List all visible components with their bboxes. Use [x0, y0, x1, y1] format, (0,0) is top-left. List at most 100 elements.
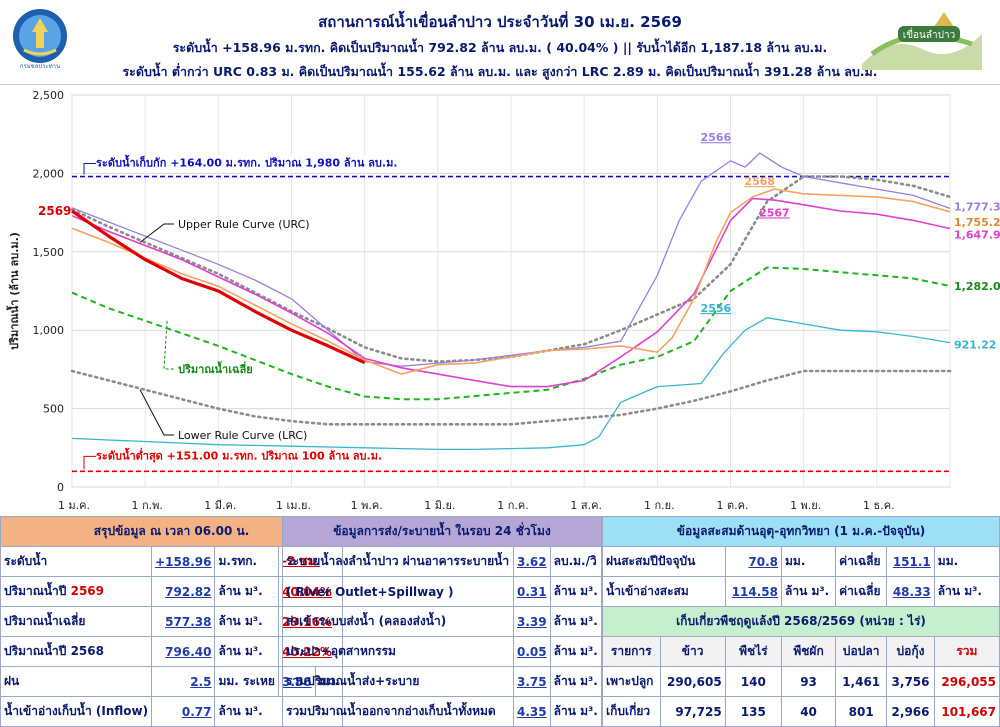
row-label: น้ำเข้าอ่างเก็บน้ำ (Inflow): [0, 696, 153, 727]
table-row: เก็บเกี่ยว 97,725 135 40 801 2,966 101,6…: [602, 696, 1000, 727]
svg-text:กรมชลประทาน: กรมชลประทาน: [20, 63, 60, 70]
row-unit: ล้าน ม³.: [549, 666, 603, 697]
rain-value[interactable]: 70.8: [724, 546, 783, 577]
row-value[interactable]: 3.39: [512, 606, 551, 637]
column-header: พืชไร่: [724, 636, 783, 667]
hydro-table: ข้อมูลสะสมด้านอุตุ-อุทกวิทยา (1 ม.ค.-ปัจ…: [602, 516, 1000, 727]
rain-avg-unit: มม.: [933, 546, 1000, 577]
table-cell: 3,756: [886, 666, 935, 697]
row-value[interactable]: 0.31: [512, 576, 551, 607]
x-tick-label: 1 ก.พ.: [131, 499, 162, 512]
row-label: ปริมาณน้ำเฉลี่ย: [0, 606, 153, 637]
table-row: ระบายน้ำลงลำน้ำปาว ผ่านอาคารระบายน้ำ 3.6…: [282, 546, 603, 577]
column-header: บ่อปลา: [835, 636, 888, 667]
ref-label-bg: [92, 155, 412, 171]
row-unit: ล้าน ม³.: [549, 606, 603, 637]
table-row: เพาะปลูก 290,605 140 93 1,461 3,756 296,…: [602, 666, 1000, 697]
row-label: เก็บเกี่ยว: [602, 696, 661, 727]
row-label: ระบายน้ำลงลำน้ำปาว ผ่านอาคารระบายน้ำ: [282, 546, 514, 577]
row-value[interactable]: 2.5: [151, 666, 216, 697]
x-tick-labels: 1 ม.ค. 1 ก.พ. 1 มี.ค. 1 เม.ย. 1 พ.ค. 1 มิ.ย. 1…: [58, 499, 895, 512]
reference-lines: ระดับน้ำเก็บกัก +164.00 ม.รทก. ปริมาณ 1,…: [72, 155, 950, 473]
row-value[interactable]: 792.82: [151, 576, 216, 607]
row-label: ระดับน้ำ: [0, 546, 153, 577]
rain-avg-value[interactable]: 151.1: [886, 546, 935, 577]
x-tick-label: 1 ก.ค.: [497, 499, 529, 512]
series-end-label: 1,755.20: [954, 216, 1000, 229]
row-value[interactable]: 796.40: [151, 636, 216, 667]
column-header: รายการ: [602, 636, 661, 667]
row-unit: ลบ.ม./วิ: [549, 546, 603, 577]
column-header: ข้าว: [659, 636, 726, 667]
row-value[interactable]: 0.77: [151, 696, 216, 727]
row-unit: ล้าน ม³.: [549, 696, 603, 727]
row-value[interactable]: 0.05: [512, 636, 551, 667]
page-title: สถานการณ์น้ำเขื่อนลำปาว ประจำวันที่ 30 เ…: [318, 13, 682, 31]
x-tick-label: 1 ส.ค.: [570, 499, 602, 512]
series-name-label: 2556: [701, 302, 732, 315]
lrc-annotation-leader: [139, 389, 174, 436]
rid-logo-icon: กรมชลประทาน: [13, 9, 67, 70]
series-name-label: 2569: [38, 204, 71, 218]
y-tick-labels: 0 500 1,000 1,500 2,000 2,500: [33, 89, 65, 494]
row-value[interactable]: 4.35: [512, 696, 551, 727]
table-cell: 1,461: [835, 666, 888, 697]
row-unit: มม. ระเหย: [214, 666, 279, 697]
row-value[interactable]: 577.38: [151, 606, 216, 637]
table-cell-total: 101,667: [933, 696, 1000, 727]
row-value[interactable]: +158.96: [151, 546, 216, 577]
table-cell: 97,725: [659, 696, 726, 727]
row-unit: ม.รทก.: [214, 546, 279, 577]
table-cell: 801: [835, 696, 888, 727]
table-cell: 140: [724, 666, 783, 697]
series-line-y2556-4: [71, 317, 951, 451]
report-header: กรมชลประทาน สถานการณ์น้ำเขื่อนลำปาว ประจ…: [0, 0, 1000, 84]
x-tick-label: 1 ธ.ค.: [863, 499, 895, 512]
series-line-y2568-1: [71, 188, 951, 375]
inflow-value[interactable]: 114.58: [724, 576, 783, 607]
series-labels: 2569 2568 2567 2566 2556 1,777.39 1,755.201,64…: [38, 131, 1000, 351]
inflow-label: น้ำเข้าอ่างสะสม: [602, 576, 726, 607]
x-tick-label: 1 เม.ย.: [276, 499, 311, 512]
series-end-label: 1,777.39: [954, 200, 1000, 213]
avg-annotation-leader: [163, 320, 174, 370]
y-tick-label: 2,500: [33, 89, 65, 102]
row-label: ปริมาณน้ำปี 2569: [0, 576, 153, 607]
x-tick-label: 1 พ.ค.: [351, 499, 383, 512]
table-row: รวมปริมาณน้ำออกจากอ่างเก็บน้ำทั้งหมด 4.3…: [282, 696, 603, 727]
lrc-annotation: Lower Rule Curve (LRC): [178, 429, 307, 442]
series-end-label: 1,647.93: [954, 229, 1000, 242]
series-line-rule-7: [70, 369, 952, 426]
table-row: ประปา+อุตสาหกรรม 0.05 ล้าน ม³.: [282, 636, 603, 667]
x-tick-label: 1 มี.ค.: [204, 499, 236, 512]
y-tick-label: 2,000: [33, 167, 65, 180]
x-tick-label: 1 พ.ย.: [790, 499, 821, 512]
table-cell: 135: [724, 696, 783, 727]
min-storage-label: ระดับน้ำต่ำสุด +151.00 ม.รทก. ปริมาณ 100…: [96, 447, 382, 463]
row-unit: ล้าน ม³.: [214, 576, 279, 607]
row-label: ( River Outlet+Spillway ): [282, 576, 514, 607]
row-unit: ล้าน ม³.: [549, 636, 603, 667]
avg-annotation: ปริมาณน้ำเฉลี่ย: [178, 361, 253, 376]
ref-leader: [83, 163, 96, 175]
row-value[interactable]: 3.75: [512, 666, 551, 697]
hydro-table-header: ข้อมูลสะสมด้านอุตุ-อุทกวิทยา (1 ม.ค.-ปัจ…: [602, 516, 1000, 547]
row-label: รวมปริมาณน้ำออกจากอ่างเก็บน้ำทั้งหมด: [282, 696, 514, 727]
x-tick-label: 1 ก.ย.: [644, 499, 675, 512]
table-row: ( River Outlet+Spillway ) 0.31 ล้าน ม³.: [282, 576, 603, 607]
row-label: ปริมาณน้ำปี 2568: [0, 636, 153, 667]
table-cell: 93: [780, 666, 837, 697]
urc-annotation: Upper Rule Curve (URC): [178, 218, 310, 231]
x-tick-label: 1 มิ.ย.: [424, 499, 455, 512]
header-summary-line: ระดับน้ำ +158.96 ม.รทก. คิดเป็นปริมาณน้ำ…: [172, 40, 828, 55]
row-label: ฝน: [0, 666, 153, 697]
y-axis-label: ปริมาณน้ำ (ล้าน ลบ.ม.): [6, 232, 21, 350]
rain-avg-label: ค่าเฉลี่ย: [835, 546, 888, 577]
row-unit: ล้าน ม³.: [549, 576, 603, 607]
release-table-header: ข้อมูลการส่ง/ระบายน้ำ ในรอบ 24 ชั่วโมง: [282, 516, 602, 547]
release-table: ข้อมูลการส่ง/ระบายน้ำ ในรอบ 24 ชั่วโมง ร…: [282, 516, 603, 727]
table-row: รวมปริมาณน้ำส่ง+ระบาย 3.75 ล้าน ม³.: [282, 666, 603, 697]
column-header: บ่อกุ้ง: [886, 636, 935, 667]
row-value[interactable]: 3.62: [512, 546, 551, 577]
inflow-avg-value[interactable]: 48.33: [886, 576, 935, 607]
